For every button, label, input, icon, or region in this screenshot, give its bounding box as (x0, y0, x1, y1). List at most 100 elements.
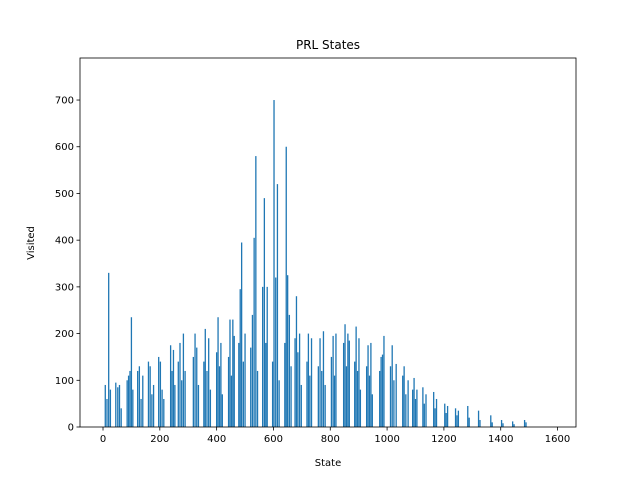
bar (379, 370, 381, 427)
bar (227, 356, 230, 427)
bar (209, 389, 212, 427)
y-tick-label: 300 (55, 282, 74, 293)
bar (393, 380, 395, 427)
bar (182, 333, 185, 427)
bar (468, 417, 470, 427)
y-tick-label: 200 (55, 329, 74, 340)
bar (295, 296, 298, 427)
bar (317, 366, 319, 427)
bar (310, 338, 313, 427)
bar (416, 389, 418, 427)
bar (456, 415, 458, 427)
bar (203, 361, 205, 427)
x-tick-label: 1600 (545, 434, 570, 445)
bar (239, 289, 241, 427)
bar (525, 422, 527, 427)
bar (263, 198, 266, 427)
y-tick-label: 500 (55, 189, 74, 200)
bar (300, 384, 302, 427)
bar (365, 366, 368, 427)
bar (126, 380, 128, 427)
bar (230, 375, 233, 427)
bar (435, 398, 438, 427)
bar (137, 370, 139, 427)
bar (467, 405, 469, 427)
bar (479, 419, 481, 427)
bar (294, 338, 296, 427)
bar (115, 382, 117, 427)
bar (132, 389, 134, 427)
bar (208, 338, 210, 427)
bar (513, 424, 515, 427)
bar (344, 324, 346, 427)
bar (319, 338, 321, 427)
bar (276, 184, 279, 427)
bar (253, 237, 255, 427)
bar (342, 342, 345, 427)
bar (423, 403, 425, 427)
bar (359, 389, 362, 427)
bar (367, 345, 369, 427)
y-tick-label: 400 (55, 236, 74, 247)
bar (120, 408, 122, 427)
bar (256, 370, 259, 427)
bar (129, 370, 131, 427)
bar (130, 317, 133, 427)
bar (287, 275, 289, 427)
bar (117, 387, 119, 427)
bar (477, 410, 480, 427)
bar (444, 403, 446, 427)
bars (104, 100, 527, 428)
bar (298, 333, 301, 427)
bar (108, 272, 110, 427)
bar (446, 405, 449, 427)
bar (395, 363, 397, 427)
bar (106, 398, 108, 427)
bar (309, 375, 311, 427)
plot-frame (79, 57, 577, 428)
bar (335, 333, 337, 427)
x-tick-label: 200 (150, 434, 169, 445)
bar (425, 394, 427, 427)
bar (229, 319, 231, 427)
bar (240, 242, 243, 427)
bar (218, 366, 221, 427)
bar (358, 338, 360, 427)
bar (215, 352, 218, 427)
bar (380, 356, 382, 427)
bar (407, 380, 409, 427)
bar (273, 100, 275, 428)
bar (324, 384, 326, 427)
bar (333, 375, 336, 427)
bar (233, 335, 235, 427)
bar (194, 333, 196, 427)
chart-title: PRL States (296, 38, 360, 52)
bar (184, 370, 186, 427)
bar (403, 366, 405, 427)
bar (250, 347, 252, 427)
bar (500, 419, 503, 427)
bar (389, 366, 392, 427)
bar (265, 342, 267, 427)
x-tick-label: 1400 (488, 434, 513, 445)
bar (149, 366, 151, 427)
bar (402, 375, 404, 427)
y-tick-label: 100 (55, 376, 74, 387)
x-tick-label: 600 (264, 434, 283, 445)
bar (171, 370, 173, 427)
bar (271, 361, 274, 427)
bar (127, 375, 130, 427)
bar (490, 415, 492, 427)
bar (169, 345, 172, 427)
bar (161, 389, 163, 427)
x-tick-label: 1200 (431, 434, 456, 445)
bar (104, 384, 106, 427)
bar (158, 356, 160, 427)
bar (502, 423, 504, 427)
bar (412, 389, 414, 427)
x-axis-label: State (315, 458, 341, 469)
x-tick-label: 800 (321, 434, 340, 445)
bar (221, 394, 223, 427)
bar (179, 342, 181, 427)
